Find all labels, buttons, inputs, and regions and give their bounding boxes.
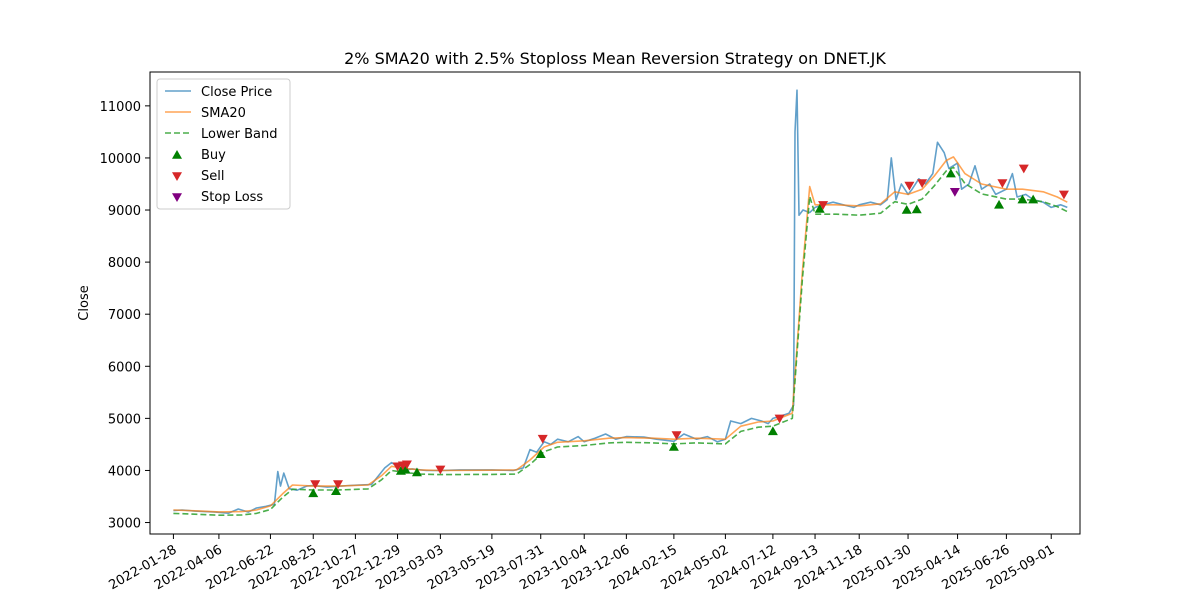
buy-marker [400,464,411,474]
sell-marker [310,480,321,489]
sell-marker [774,414,785,424]
marker-layer [308,164,1069,498]
buy-marker [1017,194,1028,204]
legend-swatch [172,150,182,159]
sell-marker [401,460,412,470]
buy-marker [308,488,319,498]
y-tick-label: 11000 [100,100,141,115]
sell-marker [1058,190,1069,200]
legend-label: Close Price [201,85,272,100]
y-tick-label: 8000 [108,256,141,271]
buy-marker [1028,194,1039,204]
plot-frame [149,71,1081,535]
sell-marker [997,179,1008,188]
buy-marker [767,426,778,436]
sell-marker [818,201,829,210]
stop-loss-marker [949,188,960,197]
buy-marker [331,486,341,496]
buy-marker [535,449,546,459]
y-tick-label: 9000 [108,204,141,219]
buy-marker [901,205,912,214]
sell-marker [1018,164,1029,174]
buy-marker [411,467,422,477]
legend-label: Lower Band [201,127,277,142]
y-tick-label: 4000 [108,464,141,479]
y-axis-label: Close [77,285,92,320]
sell-marker [917,179,928,188]
series-line-sma20 [173,156,1068,513]
sell-marker [435,465,446,475]
legend-swatch [172,172,182,181]
y-axis: 3000 4000 5000 6000 7000 8000 9000 10000 11000 [100,100,150,532]
sell-marker [904,181,915,191]
buy-marker [911,204,922,214]
sell-marker [671,431,682,441]
legend-label: Sell [201,169,224,184]
buy-marker [668,442,679,451]
buy-marker [814,203,825,213]
buy-marker [945,168,956,178]
y-tick-label: 3000 [108,517,141,532]
legend-label: Stop Loss [201,190,263,205]
sell-marker [333,480,344,489]
y-tick-label: 7000 [108,308,141,323]
y-tick-label: 10000 [100,152,141,167]
legend: Close Price SMA20 Lower Band Buy Sell Stop Lo… [156,78,291,210]
chart-title: 2% SMA20 with 2.5% Stoploss Mean Reversi… [344,49,886,68]
plot-area [173,89,1069,517]
y-tick-label: 5000 [108,412,141,427]
legend-swatch [172,193,182,202]
y-tick-label: 6000 [108,360,141,375]
sell-marker [537,434,548,444]
buy-marker [994,199,1005,209]
legend-label: Buy [201,148,226,163]
legend-label: SMA20 [201,106,246,121]
